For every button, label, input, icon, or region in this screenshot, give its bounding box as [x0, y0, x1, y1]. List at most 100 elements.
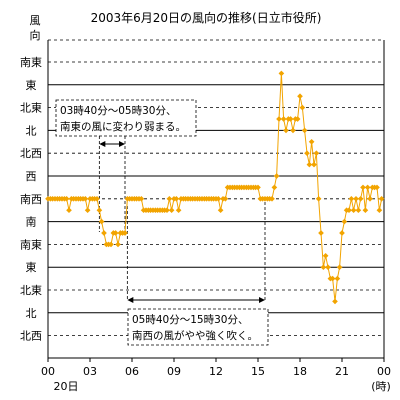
y-tick-label: 南東 — [20, 56, 42, 69]
data-point — [378, 195, 385, 202]
x-tick-label: 12 — [209, 365, 223, 378]
data-point — [273, 173, 280, 179]
data-point — [348, 195, 355, 202]
x-tick-label: 00 — [377, 365, 391, 378]
data-point — [283, 127, 289, 134]
data-point — [63, 195, 70, 202]
data-point — [280, 116, 287, 122]
data-point — [367, 195, 373, 202]
x-tick-label: 15 — [251, 365, 265, 378]
y-axis-label-char: 風 — [30, 14, 41, 27]
data-point — [215, 195, 222, 202]
x-tick-label: 21 — [335, 365, 349, 378]
x-tick-label: 03 — [83, 365, 97, 378]
data-point — [311, 161, 317, 168]
y-tick-label: 北東 — [20, 102, 42, 115]
annotation-box — [127, 308, 269, 346]
data-point — [278, 70, 285, 77]
data-point — [339, 230, 345, 236]
y-tick-label: 南西 — [20, 193, 42, 206]
data-point — [308, 138, 315, 145]
data-point — [101, 230, 107, 236]
y-tick-label: 北西 — [20, 330, 42, 343]
data-point — [376, 207, 383, 214]
data-point — [290, 127, 296, 134]
data-point — [374, 184, 380, 191]
data-point — [297, 93, 303, 100]
data-point — [294, 116, 301, 122]
annotation-text: 南西の風がやや強く吹く。 — [132, 329, 258, 342]
data-point — [325, 264, 331, 271]
data-point — [222, 195, 229, 202]
data-point — [108, 241, 114, 248]
data-point — [255, 184, 261, 191]
y-tick-label: 東 — [26, 79, 37, 92]
data-point — [336, 264, 343, 271]
x-tick-label: 18 — [293, 365, 307, 378]
x-date-label: 20日 — [54, 380, 79, 393]
data-point — [122, 230, 128, 236]
data-point — [164, 207, 170, 214]
annotations: 03時40分～05時30分、南東の風に変わり弱まる。 05時40分～15時30分、… — [55, 99, 269, 346]
y-tick-label: 北 — [26, 124, 37, 137]
data-point — [276, 116, 282, 122]
data-point — [271, 184, 278, 191]
data-point — [287, 116, 294, 122]
y-axis-label: 風向 — [30, 14, 41, 42]
data-point — [175, 207, 182, 214]
data-point — [84, 207, 91, 214]
x-tick-label: 06 — [125, 365, 139, 378]
y-axis-label-char: 向 — [30, 28, 41, 42]
data-point — [332, 298, 338, 305]
data-point — [94, 195, 100, 202]
x-tick-label: 09 — [167, 365, 181, 378]
y-tick-label: 西 — [26, 170, 37, 183]
data-point — [304, 150, 310, 157]
x-tick-labels: 00 03 06 09 12 15 18 21 00 — [41, 365, 391, 378]
annotation-text: 05時40分～15時30分、 — [132, 314, 248, 326]
data-point — [346, 207, 352, 214]
chart-title: 2003年6月20日の風向の推移(日立市役所) — [91, 10, 322, 25]
y-tick-label: 北 — [26, 307, 37, 320]
data-point — [322, 252, 329, 259]
x-tick-label: 00 — [41, 365, 55, 378]
data-point — [357, 195, 364, 202]
arrow-head — [259, 297, 265, 303]
data-point — [112, 230, 119, 236]
data-point — [315, 195, 322, 202]
data-point — [334, 275, 341, 282]
y-tick-label: 南 — [26, 216, 37, 229]
data-point — [166, 195, 173, 202]
x-unit-label: (時) — [371, 380, 391, 393]
data-point — [362, 207, 369, 214]
data-point — [168, 207, 175, 214]
y-tick-label: 東 — [26, 261, 37, 274]
data-point — [217, 207, 224, 214]
data-point — [313, 150, 320, 157]
data-point — [115, 241, 121, 248]
data-point — [96, 207, 103, 214]
series-group — [45, 70, 385, 305]
data-point — [329, 275, 336, 282]
y-tick-label: 南東 — [20, 238, 42, 251]
data-point — [269, 195, 275, 202]
annotation-text: 南東の風に変わり弱まる。 — [60, 120, 186, 133]
data-point — [350, 207, 357, 214]
data-point — [355, 207, 362, 214]
y-tick-label: 北西 — [20, 147, 42, 160]
data-point — [299, 104, 306, 111]
arrow-head — [127, 297, 134, 303]
annotation-box — [55, 99, 197, 137]
data-point — [98, 218, 105, 225]
data-point — [173, 195, 180, 202]
data-point — [360, 184, 366, 191]
data-point — [82, 195, 89, 202]
data-point — [138, 195, 145, 202]
arrow-head — [99, 141, 106, 147]
annotation-text: 03時40分～05時30分、 — [60, 105, 176, 117]
data-point — [301, 127, 308, 134]
arrow-head — [119, 141, 125, 147]
data-point — [353, 195, 359, 202]
